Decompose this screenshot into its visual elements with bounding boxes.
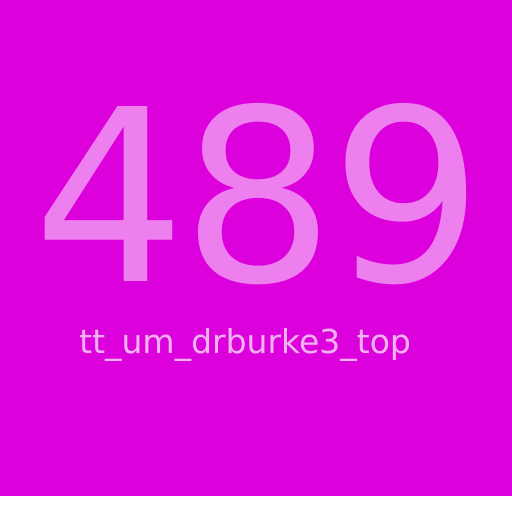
number-tile: 489 tt_um_drburke3_top [0, 0, 512, 496]
tile-label: tt_um_drburke3_top [79, 322, 411, 361]
bottom-strip [0, 496, 512, 512]
tile-number: 489 [32, 58, 483, 338]
